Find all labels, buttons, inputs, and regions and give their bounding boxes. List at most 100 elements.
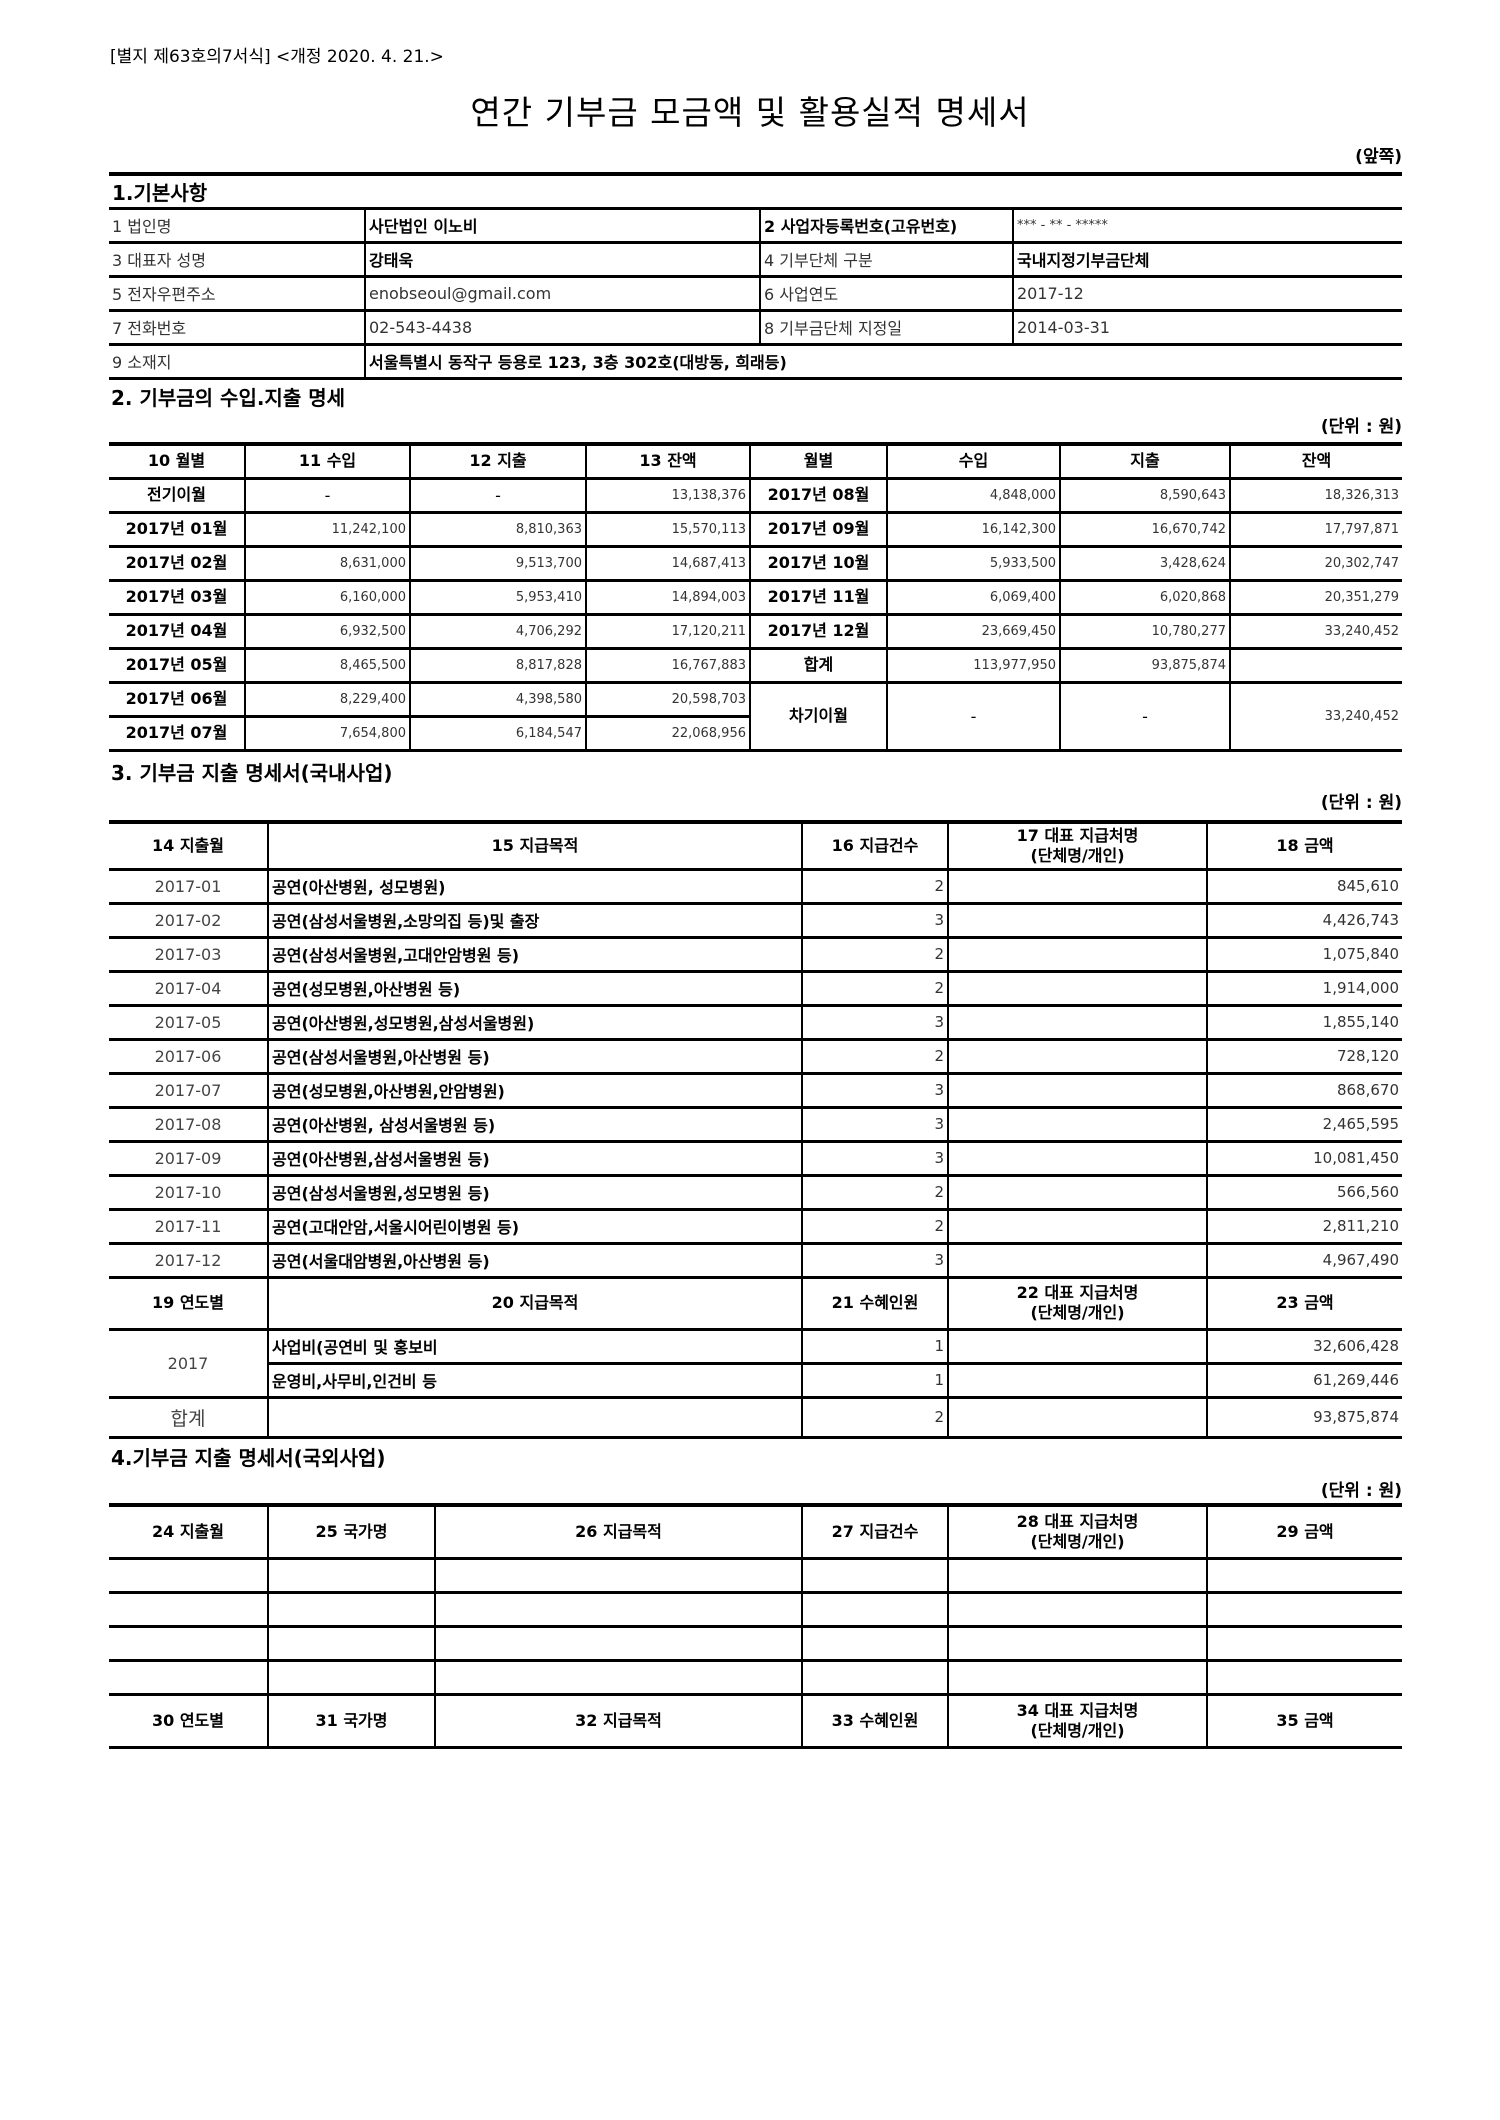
purpose-cell: 공연(성모병원,아산병원,안암병원) — [267, 1073, 803, 1109]
balance-cell: 22,068,956 — [585, 716, 750, 752]
unit-label: (단위 : 원) — [1320, 417, 1402, 437]
expense-cell: - — [1059, 682, 1231, 752]
month-cell: 2017-10 — [109, 1175, 269, 1211]
label: 8 기부금단체 지정일 — [759, 310, 1014, 346]
empty-cell — [947, 1660, 1208, 1696]
count-cell: 2 — [801, 1209, 949, 1245]
balance-cell: 20,351,279 — [1229, 580, 1402, 616]
table-row: 2017-11 공연(고대안암,서울시어린이병원 등) 2 2,811,210 — [109, 1209, 1402, 1245]
overseas-expense-table: 24 지출월 25 국가명 26 지급목적 27 지급건수 28 대표 지급처명… — [109, 1503, 1402, 1749]
table-row: 전기이월 - -13,138,376 2017년 08월 4,848,000 8,590,… — [109, 478, 1402, 514]
amount-cell: 4,967,490 — [1206, 1243, 1402, 1279]
col-header-line: 22 대표 지급처명 — [1016, 1283, 1139, 1302]
expense-cell: - — [409, 478, 587, 514]
table-row: 2017 사업비(공연비 및 홍보비 1 32,606,428 — [109, 1329, 1402, 1399]
col-header: 25 국가명 — [267, 1503, 436, 1560]
table-row: 2017년 04월 6,932,500 4,706,292 17,120,211 201… — [109, 614, 1402, 650]
month-cell: 전기이월 — [109, 478, 246, 514]
balance-cell: 14,687,413 — [585, 546, 751, 582]
income-cell: 8,631,000 — [244, 546, 411, 582]
amount-cell: 61,269,446 — [1206, 1363, 1402, 1399]
col-header: 수입 — [886, 442, 1061, 480]
balance-cell: 20,302,747 — [1229, 546, 1402, 582]
purpose-cell: 공연(아산병원, 삼성서울병원 등) — [267, 1107, 803, 1143]
col-header: 26 지급목적 — [434, 1503, 803, 1560]
count-cell: 3 — [801, 1243, 949, 1279]
count-cell: 2 — [801, 1175, 949, 1211]
recipient-cell — [947, 1039, 1208, 1075]
value: 2014-03-31 — [1012, 310, 1402, 346]
month-cell: 2017-06 — [109, 1039, 269, 1075]
month-cell: 2017년 02월 — [109, 546, 246, 582]
recipient-cell — [947, 1243, 1208, 1279]
col-header: 22 대표 지급처명 (단체명/개인) — [947, 1277, 1208, 1331]
month-cell: 2017년 05월 — [109, 648, 246, 684]
header-row: 14 지출월 15 지급목적 16 지급건수 17 대표 지급처명 (단체명/개인… — [109, 820, 1402, 871]
total-label: 합계 — [109, 1397, 269, 1439]
col-header: 32 지급목적 — [434, 1694, 803, 1749]
month-cell: 2017-04 — [109, 971, 269, 1007]
month-cell: 2017-05 — [109, 1005, 269, 1041]
income-cell: - — [886, 682, 1061, 752]
recipient-cell — [947, 869, 1208, 905]
col-header: 23 금액 — [1206, 1277, 1402, 1331]
recipient-cell — [947, 1107, 1208, 1143]
info-row: 5 전자우편주소 enobseoul@gmail.com 6 사업연도 2017… — [109, 276, 1402, 312]
expense-cell: 8,590,643 — [1059, 478, 1231, 514]
total-row: 합계 2 93,875,874 — [109, 1397, 1402, 1439]
col-header: 24 지출월 — [109, 1503, 269, 1560]
table-row: 2017-09 공연(아산병원,삼성서울병원 등) 3 10,081,450 — [109, 1141, 1402, 1177]
col-header: 15 지급목적 — [267, 820, 803, 871]
value: 국내지정기부금단체 — [1012, 242, 1402, 278]
col-header: 29 금액 — [1206, 1503, 1402, 1560]
empty-cell — [1206, 1558, 1402, 1594]
amount-cell: 4,426,743 — [1206, 903, 1402, 939]
value: 2017-12 — [1012, 276, 1402, 312]
recipient-cell — [947, 903, 1208, 939]
recipient-cell — [947, 971, 1208, 1007]
col-header: 28 대표 지급처명 (단체명/개인) — [947, 1503, 1208, 1560]
balance-cell: 14,894,003 — [585, 580, 751, 616]
info-row: 1 법인명 사단법인 이노비 2 사업자등록번호(고유번호) *** - ** … — [109, 208, 1402, 244]
table-row: 2017-03 공연(삼성서울병원,고대안암병원 등) 2 1,075,840 — [109, 937, 1402, 973]
label: 2 사업자등록번호(고유번호) — [759, 208, 1014, 244]
empty-cell — [267, 1592, 436, 1628]
address-value: 서울특별시 동작구 등용로 123, 3층 302호(대방동, 희래등) — [364, 344, 1402, 380]
amount-cell: 10,081,450 — [1206, 1141, 1402, 1177]
purpose-cell: 공연(삼성서울병원,고대안암병원 등) — [267, 937, 803, 973]
empty-cell — [801, 1558, 949, 1594]
empty-cell — [801, 1592, 949, 1628]
empty-cell — [267, 1626, 436, 1662]
page-title: 연간 기부금 모금액 및 활용실적 명세서 — [470, 93, 1030, 132]
expense-cell: 6,020,868 — [1059, 580, 1231, 616]
recipient-cell — [947, 1209, 1208, 1245]
recipient-cell — [947, 1329, 1208, 1365]
table-row: 2017-05 공연(아산병원,성모병원,삼성서울병원) 3 1,855,140 — [109, 1005, 1402, 1041]
balance-cell: 18,326,313 — [1229, 478, 1402, 514]
col-header-line: 28 대표 지급처명 — [1016, 1511, 1139, 1531]
purpose-cell: 공연(고대안암,서울시어린이병원 등) — [267, 1209, 803, 1245]
month-cell: 2017-03 — [109, 937, 269, 973]
col-header: 33 수혜인원 — [801, 1694, 949, 1749]
month-cell: 2017년 09월 — [749, 512, 888, 548]
unit-label: (단위 : 원) — [1320, 793, 1402, 813]
col-header: 14 지출월 — [109, 820, 269, 871]
purpose-cell: 공연(아산병원,성모병원,삼성서울병원) — [267, 1005, 803, 1041]
empty-cell — [1206, 1660, 1402, 1696]
balance-cell — [1229, 648, 1402, 684]
label: 6 사업연도 — [759, 276, 1014, 312]
income-cell: 4,848,000 — [886, 478, 1061, 514]
amount-cell: 566,560 — [1206, 1175, 1402, 1211]
empty-cell — [434, 1592, 803, 1628]
balance-cell: 20,598,703 — [585, 682, 751, 718]
empty-cell — [109, 1592, 269, 1628]
month-cell: 2017년 12월 — [749, 614, 888, 650]
year-cell: 2017 — [109, 1329, 269, 1399]
expense-cell: 16,670,742 — [1059, 512, 1231, 548]
info-row: 9 소재지 서울특별시 동작구 등용로 123, 3층 302호(대방동, 희래… — [109, 344, 1402, 380]
empty-row — [109, 1592, 1402, 1628]
section3-title: 3. 기부금 지출 명세서(국내사업) — [111, 761, 393, 785]
empty-row — [109, 1660, 1402, 1696]
empty-cell — [109, 1660, 269, 1696]
recipient-cell — [947, 1005, 1208, 1041]
